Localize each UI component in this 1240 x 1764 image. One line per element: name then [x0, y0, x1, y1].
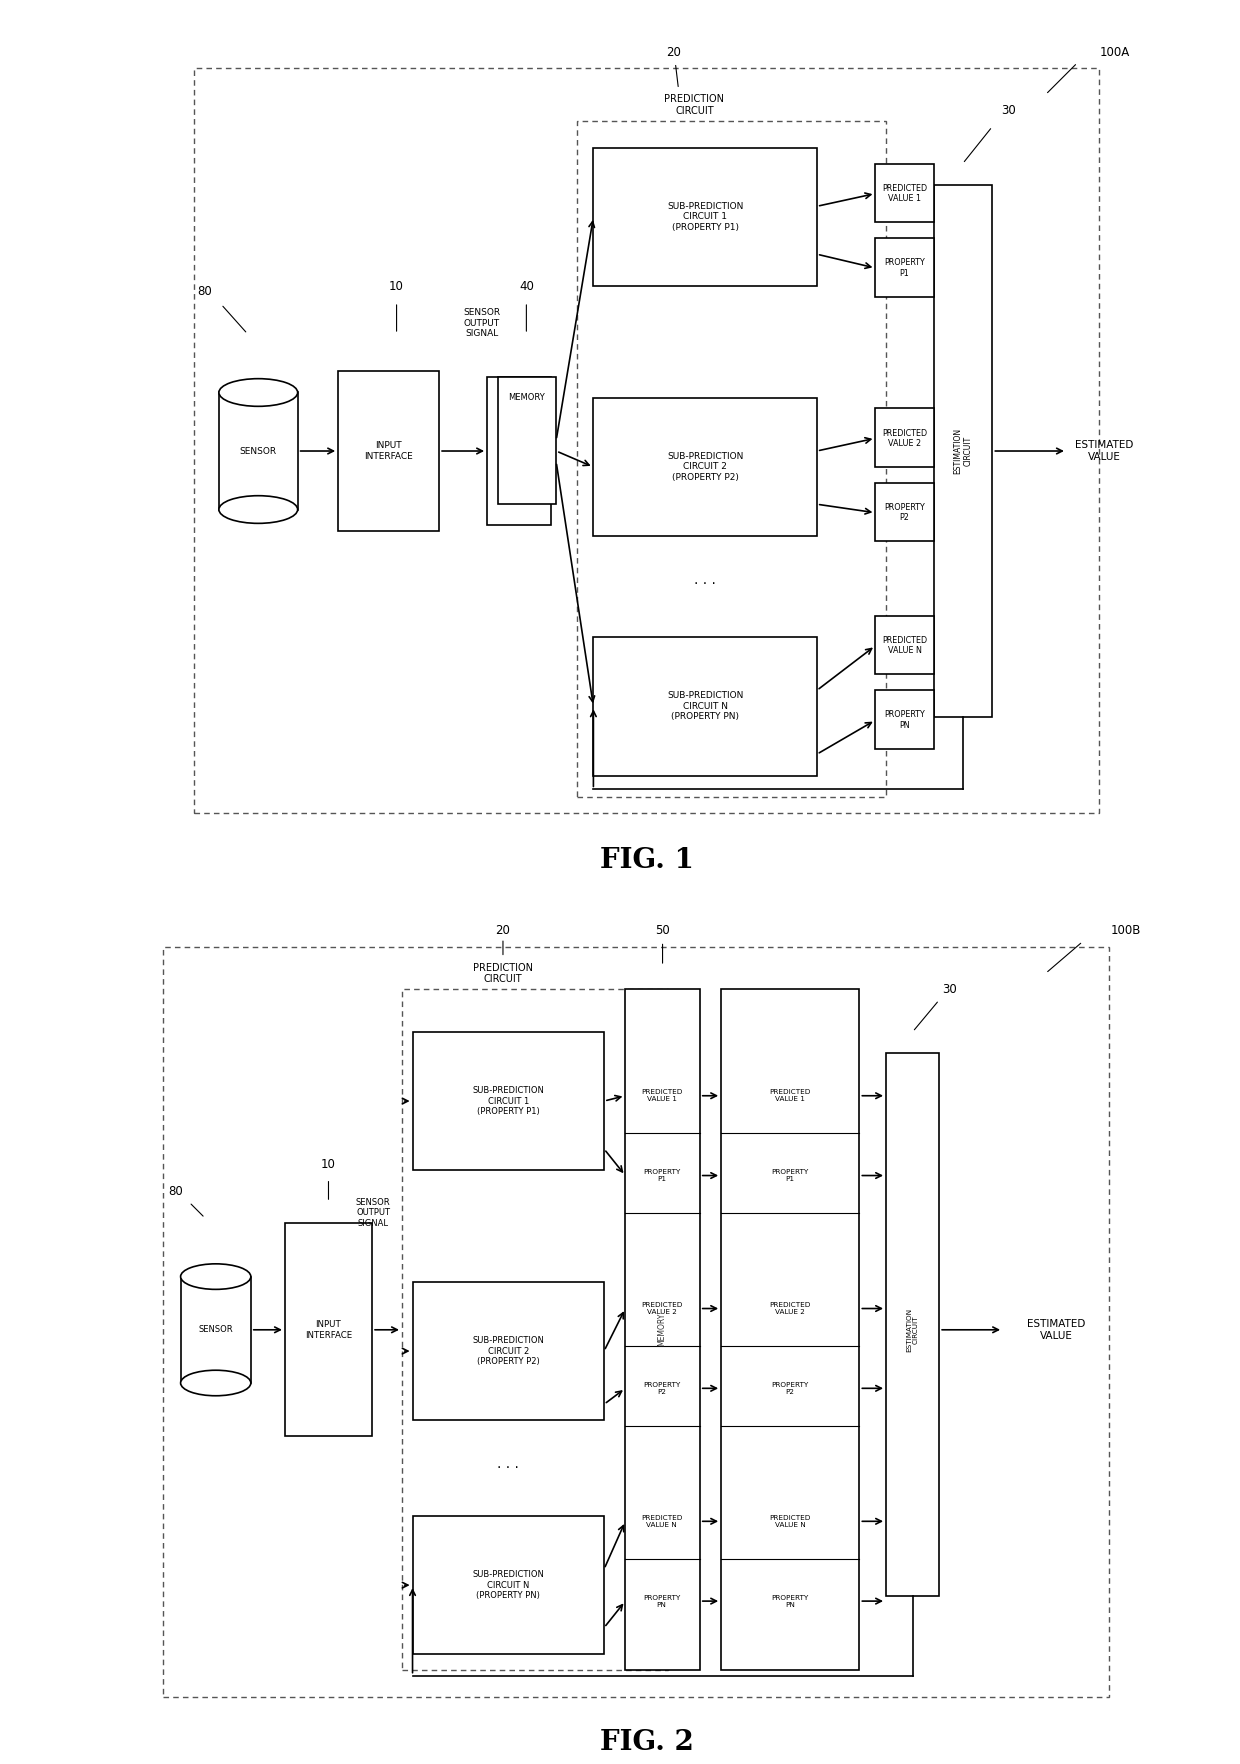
Text: 80: 80 [197, 286, 212, 298]
Text: 10: 10 [389, 280, 404, 293]
Text: FIG. 1: FIG. 1 [600, 847, 693, 875]
Text: INPUT
INTERFACE: INPUT INTERFACE [365, 441, 413, 460]
FancyBboxPatch shape [497, 376, 557, 505]
Text: PREDICTED
VALUE 1: PREDICTED VALUE 1 [882, 183, 928, 203]
Text: SENSOR
OUTPUT
SIGNAL: SENSOR OUTPUT SIGNAL [463, 309, 500, 339]
FancyBboxPatch shape [594, 399, 817, 536]
Text: PREDICTED
VALUE 2: PREDICTED VALUE 2 [882, 429, 928, 448]
Text: PROPERTY
P2: PROPERTY P2 [771, 1381, 808, 1395]
FancyBboxPatch shape [413, 1282, 604, 1420]
Text: ESTIMATED
VALUE: ESTIMATED VALUE [1027, 1319, 1085, 1341]
Text: PROPERTY
P1: PROPERTY P1 [884, 258, 925, 277]
Text: SUB-PREDICTION
CIRCUIT N
(PROPERTY PN): SUB-PREDICTION CIRCUIT N (PROPERTY PN) [472, 1570, 544, 1600]
FancyBboxPatch shape [722, 990, 859, 1671]
Text: 50: 50 [655, 924, 670, 937]
Text: PREDICTED
VALUE 1: PREDICTED VALUE 1 [641, 1088, 682, 1102]
Text: PREDICTED
VALUE 2: PREDICTED VALUE 2 [770, 1302, 811, 1314]
Ellipse shape [219, 496, 298, 524]
Text: ESTIMATION
CIRCUIT: ESTIMATION CIRCUIT [952, 429, 972, 475]
Text: PROPERTY
PN: PROPERTY PN [771, 1595, 808, 1607]
Text: SUB-PREDICTION
CIRCUIT 2
(PROPERTY P2): SUB-PREDICTION CIRCUIT 2 (PROPERTY P2) [667, 452, 743, 482]
FancyBboxPatch shape [402, 990, 668, 1671]
Ellipse shape [219, 379, 298, 406]
FancyBboxPatch shape [339, 370, 439, 531]
FancyBboxPatch shape [162, 947, 1110, 1697]
Text: PREDICTED
VALUE 1: PREDICTED VALUE 1 [770, 1088, 811, 1102]
FancyBboxPatch shape [413, 1515, 604, 1655]
Text: PREDICTED
VALUE 2: PREDICTED VALUE 2 [641, 1302, 682, 1314]
Text: SUB-PREDICTION
CIRCUIT 1
(PROPERTY P1): SUB-PREDICTION CIRCUIT 1 (PROPERTY P1) [667, 203, 743, 231]
Text: SENSOR
OUTPUT
SIGNAL: SENSOR OUTPUT SIGNAL [356, 1198, 391, 1228]
Text: PROPERTY
PN: PROPERTY PN [884, 711, 925, 730]
FancyBboxPatch shape [181, 1277, 250, 1383]
FancyBboxPatch shape [594, 637, 817, 776]
Text: SUB-PREDICTION
CIRCUIT N
(PROPERTY PN): SUB-PREDICTION CIRCUIT N (PROPERTY PN) [667, 691, 743, 721]
FancyBboxPatch shape [578, 122, 887, 797]
Text: PROPERTY
P1: PROPERTY P1 [642, 1170, 680, 1182]
Text: INPUT
INTERFACE: INPUT INTERFACE [305, 1319, 352, 1339]
Ellipse shape [181, 1371, 250, 1395]
Text: ESTIMATION
CIRCUIT: ESTIMATION CIRCUIT [906, 1307, 919, 1351]
Text: SUB-PREDICTION
CIRCUIT 1
(PROPERTY P1): SUB-PREDICTION CIRCUIT 1 (PROPERTY P1) [472, 1087, 544, 1117]
Text: PROPERTY
P2: PROPERTY P2 [642, 1381, 680, 1395]
Text: 80: 80 [167, 1185, 182, 1198]
FancyBboxPatch shape [875, 238, 934, 296]
Text: · · ·: · · · [497, 1461, 520, 1475]
Text: ESTIMATED
VALUE: ESTIMATED VALUE [1075, 441, 1133, 462]
Text: SENSOR: SENSOR [198, 1325, 233, 1334]
Text: PREDICTION
CIRCUIT: PREDICTION CIRCUIT [472, 963, 533, 984]
FancyBboxPatch shape [219, 393, 298, 510]
Text: 100B: 100B [1110, 924, 1141, 937]
Text: 30: 30 [1001, 104, 1016, 116]
FancyBboxPatch shape [887, 1053, 939, 1596]
FancyBboxPatch shape [875, 164, 934, 222]
Text: SUB-PREDICTION
CIRCUIT 2
(PROPERTY P2): SUB-PREDICTION CIRCUIT 2 (PROPERTY P2) [472, 1335, 544, 1365]
Text: PROPERTY
P1: PROPERTY P1 [771, 1170, 808, 1182]
Text: FIG. 2: FIG. 2 [600, 1729, 693, 1757]
Text: PROPERTY
PN: PROPERTY PN [642, 1595, 680, 1607]
FancyBboxPatch shape [594, 148, 817, 286]
FancyBboxPatch shape [625, 990, 699, 1671]
Text: PREDICTED
VALUE N: PREDICTED VALUE N [882, 637, 928, 656]
FancyBboxPatch shape [934, 185, 992, 716]
FancyBboxPatch shape [875, 690, 934, 750]
Text: 20: 20 [496, 924, 511, 937]
FancyBboxPatch shape [285, 1224, 372, 1436]
Text: PREDICTED
VALUE N: PREDICTED VALUE N [641, 1515, 682, 1528]
Text: 30: 30 [942, 983, 957, 997]
FancyBboxPatch shape [195, 69, 1099, 813]
Text: PROPERTY
P2: PROPERTY P2 [884, 503, 925, 522]
FancyBboxPatch shape [875, 409, 934, 467]
Text: 100A: 100A [1100, 46, 1130, 58]
Text: SENSOR: SENSOR [239, 446, 277, 455]
Text: 20: 20 [666, 46, 681, 58]
Text: · · ·: · · · [694, 577, 715, 591]
FancyBboxPatch shape [487, 376, 551, 526]
Ellipse shape [181, 1263, 250, 1289]
Text: PREDICTED
VALUE N: PREDICTED VALUE N [770, 1515, 811, 1528]
Text: MEMORY: MEMORY [508, 393, 544, 402]
Text: PREDICTION
CIRCUIT: PREDICTION CIRCUIT [665, 95, 724, 116]
FancyBboxPatch shape [875, 616, 934, 674]
FancyBboxPatch shape [875, 483, 934, 542]
Text: 10: 10 [321, 1159, 336, 1171]
Text: 40: 40 [518, 280, 533, 293]
FancyBboxPatch shape [413, 1032, 604, 1170]
Text: MEMORY: MEMORY [657, 1312, 666, 1346]
